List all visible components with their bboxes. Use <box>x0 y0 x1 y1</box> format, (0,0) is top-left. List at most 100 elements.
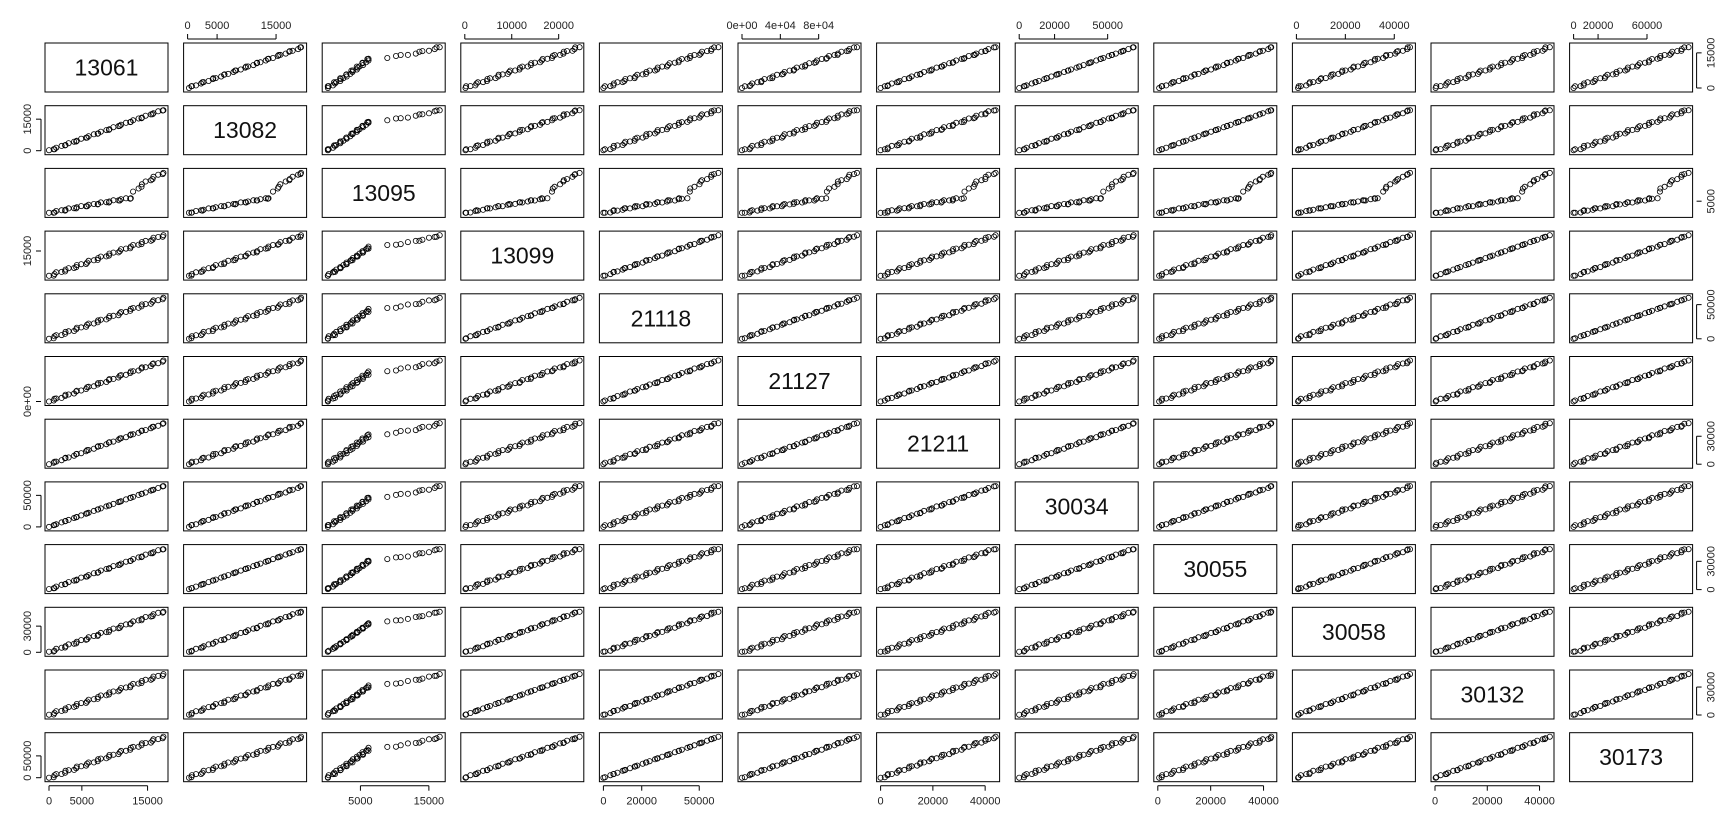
data-point <box>958 56 965 63</box>
data-point <box>572 44 579 51</box>
data-point <box>65 265 72 272</box>
data-point <box>1629 376 1636 383</box>
data-point <box>1245 241 1252 248</box>
panel-0-5 <box>737 42 862 93</box>
data-point <box>127 195 134 202</box>
data-point <box>1109 114 1116 121</box>
data-point <box>846 233 853 240</box>
panel-frame <box>1430 105 1555 156</box>
panel-frame <box>1153 293 1278 344</box>
data-point <box>1310 141 1317 148</box>
data-point <box>221 321 228 328</box>
data-point <box>1616 256 1623 263</box>
data-point <box>343 259 350 266</box>
data-point <box>506 69 513 76</box>
data-point <box>436 483 443 490</box>
data-point <box>1097 55 1104 62</box>
data-point <box>295 233 302 240</box>
data-point <box>257 308 264 315</box>
data-point <box>1539 297 1546 304</box>
data-point <box>1498 60 1505 67</box>
data-point <box>551 303 558 310</box>
data-point <box>1306 79 1313 86</box>
panel-1-4 <box>598 105 723 156</box>
panel-frame <box>1153 230 1278 281</box>
data-point <box>1088 59 1095 66</box>
data-point <box>754 79 761 86</box>
data-point <box>985 233 992 240</box>
data-point <box>1130 44 1137 51</box>
data-point <box>1445 268 1452 275</box>
data-point <box>877 209 884 216</box>
data-point <box>221 203 228 210</box>
panel-9-0 <box>44 606 169 657</box>
data-point <box>1125 171 1132 178</box>
data-point <box>1534 298 1541 305</box>
data-point <box>397 303 404 310</box>
data-point <box>1268 107 1275 114</box>
panel-5-0 <box>44 356 169 406</box>
panel-0-9 <box>1291 42 1416 93</box>
data-point <box>1498 123 1505 130</box>
data-point <box>961 241 968 248</box>
data-point <box>325 333 332 340</box>
data-point <box>1531 111 1538 118</box>
data-point <box>1109 181 1116 188</box>
data-point <box>486 75 493 82</box>
data-point <box>142 301 149 308</box>
data-point <box>325 83 332 90</box>
panel-frame <box>183 293 308 344</box>
data-point <box>58 142 65 149</box>
data-point <box>1076 250 1083 257</box>
data-point <box>250 197 257 204</box>
data-point <box>802 124 809 131</box>
data-point <box>73 205 80 212</box>
panel-5-5: 21127 <box>737 356 862 406</box>
panel-frame <box>598 230 723 281</box>
data-point <box>614 79 621 86</box>
data-point <box>933 127 940 134</box>
data-point <box>557 114 564 121</box>
panel-5-10 <box>1430 356 1555 406</box>
data-point <box>646 695 653 702</box>
panel-2-10 <box>1430 167 1555 218</box>
data-point <box>854 483 861 490</box>
data-point <box>1502 248 1509 255</box>
data-point <box>564 298 571 305</box>
data-point <box>1509 119 1516 126</box>
data-point <box>1371 119 1378 126</box>
panel-3-4 <box>598 230 723 281</box>
panel-1-5 <box>737 105 862 156</box>
data-point <box>1393 177 1400 184</box>
data-point <box>289 549 296 556</box>
data-point <box>895 266 902 273</box>
data-point <box>576 294 583 301</box>
data-point <box>621 140 628 147</box>
data-point <box>1048 73 1055 80</box>
data-point <box>155 233 162 240</box>
data-point <box>654 253 661 260</box>
data-point <box>1584 268 1591 275</box>
data-point <box>1602 73 1609 80</box>
data-point <box>806 312 813 319</box>
data-point <box>130 188 137 195</box>
panel-10-2 <box>321 669 446 720</box>
data-point <box>576 44 583 51</box>
data-point <box>711 233 718 240</box>
data-point <box>560 48 567 55</box>
data-point <box>257 59 264 66</box>
data-point <box>1188 261 1195 268</box>
data-point <box>793 64 800 71</box>
data-point <box>1624 64 1631 71</box>
data-point <box>933 253 940 260</box>
data-point <box>1068 253 1075 260</box>
data-point <box>1021 146 1028 153</box>
data-point <box>185 209 192 216</box>
panel-frame <box>1014 167 1139 218</box>
data-point <box>1303 269 1310 276</box>
data-point <box>1035 78 1042 85</box>
data-point <box>627 205 634 212</box>
data-point <box>1265 233 1272 240</box>
panel-frame <box>876 293 1001 344</box>
data-point <box>1212 64 1219 71</box>
